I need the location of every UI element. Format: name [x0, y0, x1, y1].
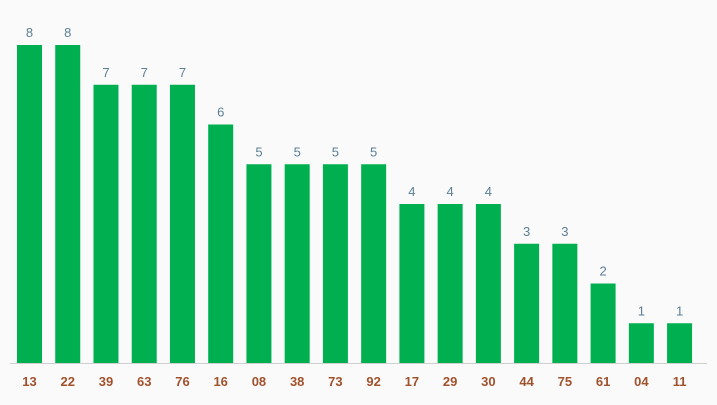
bar — [55, 45, 81, 363]
value-label: 5 — [370, 144, 377, 159]
bar — [322, 164, 348, 363]
bar — [208, 124, 234, 363]
value-label: 3 — [523, 224, 530, 239]
x-tick-label: 13 — [22, 374, 36, 389]
value-label: 3 — [561, 224, 568, 239]
value-label: 4 — [485, 184, 492, 199]
x-tick-label: 22 — [61, 374, 75, 389]
value-label: 4 — [408, 184, 415, 199]
x-tick-label: 30 — [481, 374, 495, 389]
x-tick-label: 76 — [175, 374, 189, 389]
x-tick-label: 44 — [519, 374, 534, 389]
value-label: 5 — [332, 144, 339, 159]
x-tick-label: 61 — [596, 374, 610, 389]
bar — [628, 323, 654, 363]
x-tick-label: 63 — [137, 374, 151, 389]
bar — [284, 164, 310, 363]
value-label: 6 — [217, 105, 224, 120]
value-label: 8 — [26, 25, 33, 40]
bar — [437, 204, 463, 363]
value-label: 7 — [179, 65, 186, 80]
bar — [514, 243, 540, 363]
x-tick-label: 75 — [558, 374, 572, 389]
bar — [169, 84, 195, 363]
bar — [475, 204, 501, 363]
value-label: 1 — [638, 303, 645, 318]
value-label: 7 — [102, 65, 109, 80]
bar — [93, 84, 119, 363]
bar — [17, 45, 42, 363]
value-label: 5 — [255, 144, 262, 159]
value-label: 7 — [141, 65, 148, 80]
x-tick-label: 29 — [443, 374, 457, 389]
bar — [590, 283, 616, 363]
x-tick-label: 17 — [405, 374, 419, 389]
x-tick-label: 16 — [213, 374, 227, 389]
bar — [131, 84, 157, 363]
bar — [667, 323, 693, 363]
bar — [361, 164, 387, 363]
value-label: 5 — [294, 144, 301, 159]
x-tick-label: 73 — [328, 374, 342, 389]
value-label: 2 — [599, 264, 606, 279]
x-tick-label: 38 — [290, 374, 304, 389]
x-tick-label: 04 — [634, 374, 649, 389]
x-tick-label: 92 — [366, 374, 380, 389]
bar — [552, 243, 578, 363]
value-label: 4 — [447, 184, 454, 199]
x-tick-label: 39 — [99, 374, 113, 389]
value-label: 8 — [64, 25, 71, 40]
value-label: 1 — [676, 303, 683, 318]
x-tick-label: 08 — [252, 374, 266, 389]
x-tick-label: 11 — [673, 374, 687, 389]
bar — [399, 204, 425, 363]
bar — [246, 164, 272, 363]
